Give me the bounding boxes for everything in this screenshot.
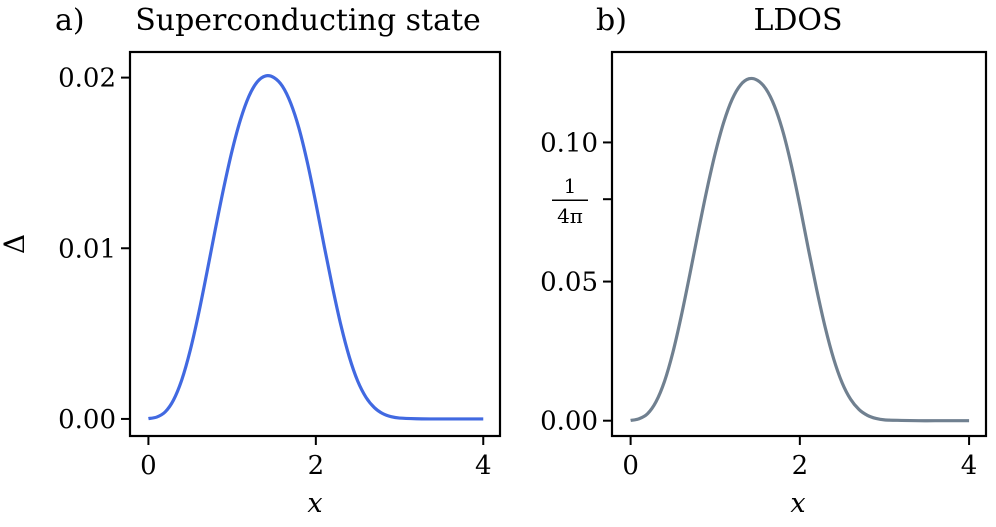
panel-a-y-axis-label: Δ	[0, 234, 31, 254]
panel-b-title: LDOS	[753, 3, 842, 38]
panel-b-y-tick-label: 0.05	[540, 268, 598, 298]
panel-a-y-ticks: 0.00 0.01 0.02	[58, 64, 130, 435]
panel-b-y-tick-label: 0.00	[540, 407, 598, 437]
panel-b-y-tick-label: 1	[564, 174, 577, 198]
panel-a-x-tick-label: 0	[140, 451, 157, 481]
panel-b-x-ticks: 0 2 4	[622, 436, 977, 481]
panel-a-y-tick-label: 0.02	[58, 64, 116, 94]
panel-a: a) Superconducting state 0.00 0.01 0.02 0 2…	[0, 3, 502, 519]
panel-a-title: Superconducting state	[135, 3, 481, 38]
panel-b-frame	[610, 50, 988, 438]
panel-b-y-tick-label: 4π	[557, 204, 583, 228]
panel-a-y-tick-label: 0.00	[58, 405, 116, 435]
panel-b-x-tick-label: 4	[961, 451, 978, 481]
panel-a-series-line	[148, 74, 484, 421]
panel-a-label: a)	[55, 3, 85, 38]
panel-b-x-tick-label: 2	[792, 451, 809, 481]
panel-a-frame	[128, 50, 502, 438]
panel-b-x-axis-label: x	[790, 488, 805, 519]
panel-a-x-axis-label: x	[307, 488, 322, 519]
panel-a-x-tick-label: 2	[308, 451, 325, 481]
panel-b-y-ticks: 0.00 0.05 1 4π 0.10	[540, 128, 612, 437]
panel-b-series-line	[630, 76, 970, 423]
panel-a-y-tick-label: 0.01	[58, 234, 116, 264]
panel-b-label: b)	[596, 3, 627, 38]
panel-b: b) LDOS 0.00 0.05 1 4π 0.10 0 2 4 x	[540, 3, 988, 519]
panel-a-x-tick-label: 4	[475, 451, 492, 481]
panel-b-x-tick-label: 0	[622, 451, 639, 481]
panel-a-x-ticks: 0 2 4	[140, 436, 492, 481]
panel-b-y-tick-label: 0.10	[540, 128, 598, 158]
